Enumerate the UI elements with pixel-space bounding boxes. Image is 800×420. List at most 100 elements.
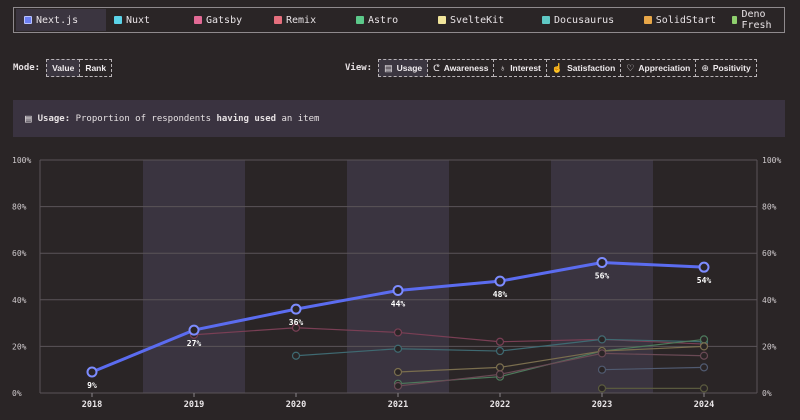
view-positivity-button[interactable]: ⊕ Positivity [696,59,757,77]
banner-label: Usage: [37,113,71,124]
background-series-point [597,349,607,358]
x-tick-label: 2019 [184,400,204,410]
y-tick-left: 20% [12,342,27,351]
legend-label: Deno Fresh [741,9,772,31]
background-series-point [393,328,403,337]
banner-text-post: an item [281,113,320,124]
view-satisfaction-button[interactable]: ☝ Satisfaction [546,59,622,77]
nextjs-data-point [494,275,506,287]
background-series-line-3 [397,345,705,373]
y-tick-right: 0% [762,389,772,398]
view-usage-button[interactable]: ▤ Usage [378,59,429,77]
legend-item-next-js[interactable]: Next.js [16,9,106,31]
view-appreciation-button[interactable]: ♡ Appreciation [621,59,697,77]
mode-value-button[interactable]: Value [46,59,81,77]
background-series-point [495,363,505,372]
background-series-line-5 [601,366,705,371]
thumbs-up-icon: ☝ [551,62,564,73]
background-series-point [699,363,709,372]
x-tick-label: 2024 [694,400,714,410]
legend-item-sveltekit[interactable]: SvelteKit [430,9,534,31]
nextjs-data-label: 36% [289,318,304,327]
view-button-label: Interest [510,63,541,73]
legend-label: Gatsby [206,14,243,26]
view-button-label: Awareness [443,63,489,73]
x-tick-label: 2020 [286,400,306,410]
background-series-point [597,384,607,393]
legend-swatch [732,16,738,24]
y-tick-left: 0% [12,389,22,398]
x-tick-label: 2018 [82,400,102,410]
background-series-point [699,342,709,351]
x-tick-label: 2023 [592,400,612,410]
background-series-point [393,344,403,353]
view-label: View: [345,63,373,73]
legend-swatch [114,16,122,24]
y-tick-right: 20% [762,342,777,351]
nextjs-data-label: 44% [391,299,406,308]
legend-swatch [644,16,652,24]
legend-item-remix[interactable]: Remix [266,9,348,31]
usage-banner: ▤ Usage: Proportion of respondents havin… [13,100,785,137]
view-button-label: Usage [396,63,423,73]
nextjs-data-point [698,261,710,273]
y-tick-right: 40% [762,296,777,305]
nextjs-data-label: 27% [187,339,202,348]
nextjs-data-label: 56% [595,272,610,281]
column-band [143,160,245,393]
view-button-group: ▤ Usage ᕦ Awareness ♁ Interest ☝ Satisfaction ♡ A… [378,59,757,77]
legend-item-gatsby[interactable]: Gatsby [186,9,266,31]
nextjs-data-point [188,324,200,336]
mode-label: Mode: [13,63,41,73]
document-icon: ▤ [25,112,32,125]
legend-item-nuxt[interactable]: Nuxt [106,9,186,31]
legend-swatch [438,16,446,24]
view-control: View: ▤ Usage ᕦ Awareness ♁ Interest ☝ Satisfac… [345,58,757,78]
nextjs-data-label: 48% [493,290,508,299]
legend-item-solidstart[interactable]: SolidStart [636,9,724,31]
legend-item-docusaurus[interactable]: Docusaurus [534,9,636,31]
nextjs-data-point [86,366,98,378]
mode-control: Mode: Value Rank [13,58,113,78]
background-series-point [699,384,709,393]
legend-item-astro[interactable]: Astro [348,9,430,31]
banner-text-bold: having used [216,113,277,124]
background-series-point [699,335,709,344]
background-series-point [597,335,607,344]
background-series-point [291,323,301,332]
legend-label: Remix [286,14,317,26]
background-series-point [495,337,505,346]
heart-icon: ♡ [626,62,635,73]
background-series-point [393,367,403,377]
background-series-point [495,346,505,356]
legend-label: Docusaurus [554,14,615,26]
legend-swatch [542,16,550,24]
y-tick-left: 100% [12,156,31,165]
legend-label: Next.js [36,14,79,26]
y-tick-right: 80% [762,203,777,212]
y-tick-right: 60% [762,249,777,258]
y-tick-right: 100% [762,156,781,165]
nextjs-data-label: 9% [87,381,97,390]
usage-line-chart: 0% 0% 20% 20% 40% 40% 60% 60% 80% 80% 100% 100% 2018… [12,156,781,410]
nextjs-data-label: 54% [697,276,712,285]
banner-text-pre: Proportion of respondents [75,113,212,124]
y-tick-left: 40% [12,296,27,305]
ear-icon: ᕦ [433,62,440,73]
y-tick-left: 60% [12,249,27,258]
legend-item-deno-fresh[interactable]: Deno Fresh [724,9,784,31]
view-interest-button[interactable]: ♁ Interest [494,59,547,77]
background-series-point [291,351,301,360]
column-band [347,160,449,393]
mode-rank-button[interactable]: Rank [80,59,113,77]
view-button-label: Appreciation [638,63,691,73]
background-series-point [597,365,607,374]
legend-label: Astro [368,14,399,26]
legend-label: Nuxt [126,14,151,26]
view-awareness-button[interactable]: ᕦ Awareness [428,59,495,77]
background-series-point [699,351,709,360]
legend-swatch [24,16,32,24]
view-button-label: Satisfaction [567,63,616,73]
background-series-point [495,370,505,379]
view-button-label: Positivity [712,63,751,73]
